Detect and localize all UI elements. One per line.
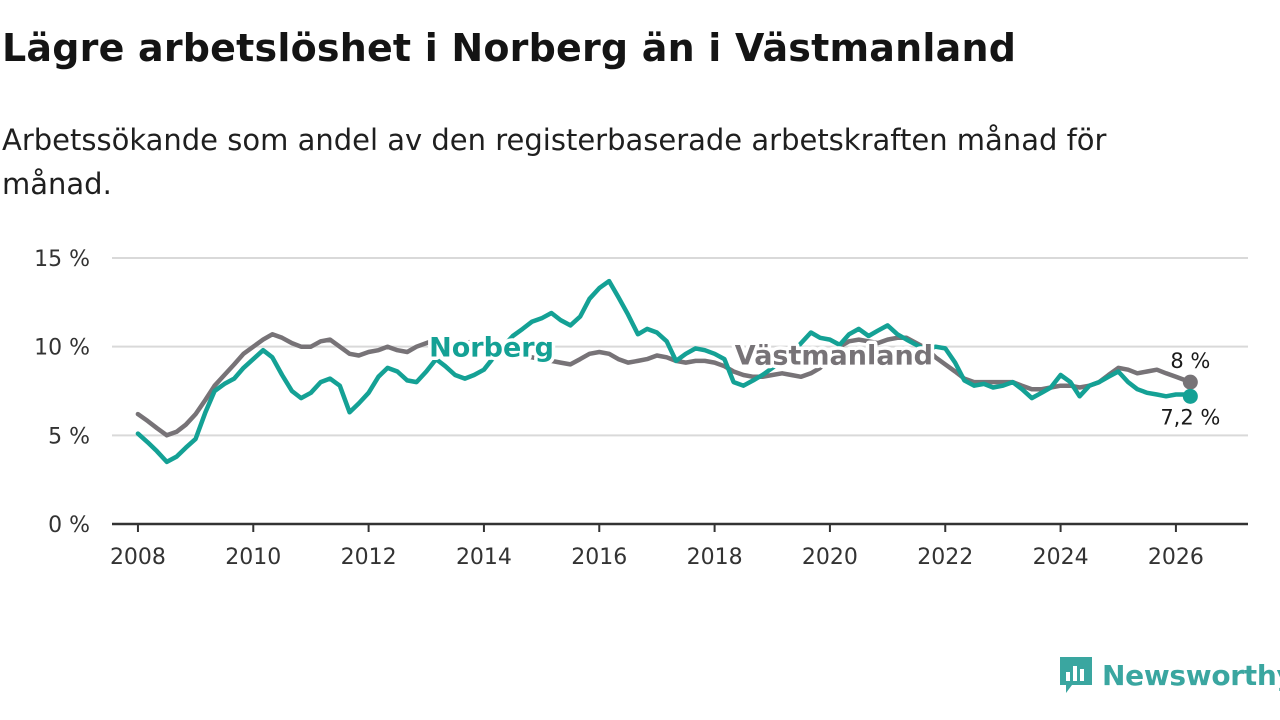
y-tick-label: 10 %	[34, 336, 90, 361]
x-tick-label: 2012	[341, 545, 397, 570]
x-tick-label: 2008	[110, 545, 166, 570]
series-line-norberg	[135, 278, 1193, 465]
x-tick-label: 2022	[917, 545, 973, 570]
series-end-point-västmanland	[1182, 374, 1198, 390]
end-value-label-norberg: 7,2 %	[1160, 405, 1220, 429]
y-tick-label: 15 %	[34, 247, 90, 272]
x-tick-label: 2020	[802, 545, 858, 570]
x-tick-label: 2010	[225, 545, 281, 570]
series-line-västmanland	[135, 332, 1193, 438]
chart-title: Lägre arbetslöshet i Norberg än i Västma…	[2, 26, 1017, 70]
x-tick-label: 2014	[456, 545, 512, 570]
brand-name: Newsworthy	[1102, 658, 1280, 692]
series-label-norberg: Norberg	[429, 332, 554, 363]
series-label-vastmanland: Västmanland	[735, 340, 933, 371]
label-layer: Norberg Västmanland 8 % 7,2 %	[426, 329, 1223, 432]
chart-subtitle: Arbetssökande som andel av den registerb…	[2, 123, 1107, 201]
y-tick-label: 0 %	[48, 513, 90, 538]
x-tick-label: 2024	[1033, 545, 1089, 570]
x-tick-label: 2018	[687, 545, 743, 570]
y-tick-label: 5 %	[48, 424, 90, 449]
grid-layer: 0 % 5 % 10 % 15 % 2008 2010 2012 2014 2016 2018 20…	[34, 247, 1248, 570]
x-tick-label: 2016	[571, 545, 627, 570]
series-end-point-norberg	[1182, 388, 1198, 404]
series-layer	[135, 278, 1198, 465]
newsworthy-brand: Newsworthy	[1058, 654, 1280, 696]
end-value-label-vastmanland: 8 %	[1170, 349, 1210, 373]
newsworthy-logo-icon	[1060, 657, 1092, 693]
x-tick-label: 2026	[1148, 545, 1204, 570]
